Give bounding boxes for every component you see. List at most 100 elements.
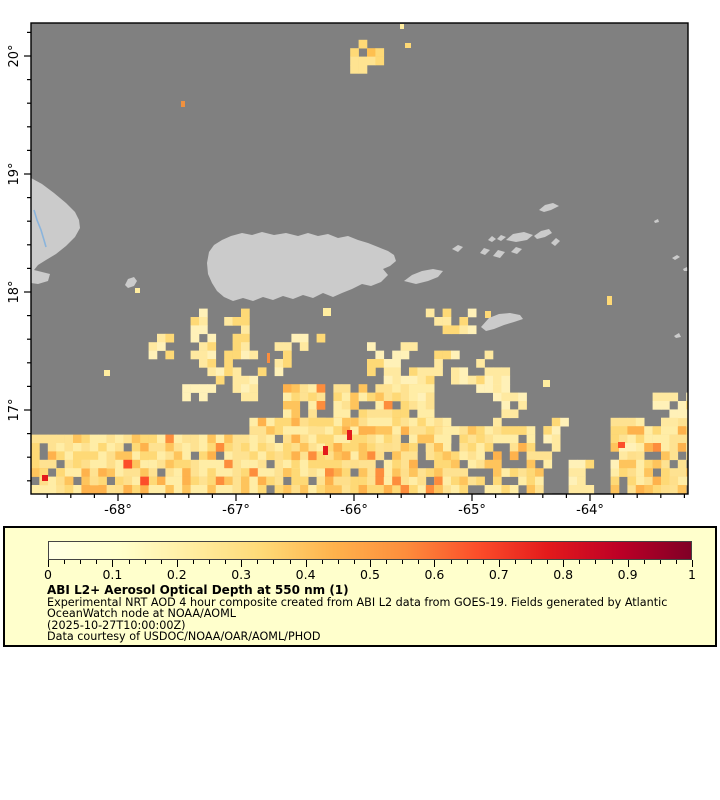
colorbar-minor-tick [402, 560, 404, 564]
colorbar-minor-tick [80, 560, 82, 564]
island-st-barth [674, 333, 681, 338]
island-virgin-gorda [551, 238, 560, 246]
colorbar-minor-tick [643, 560, 645, 564]
colorbar-tick-label: 0.2 [166, 567, 187, 582]
x-tick-label: -67° [222, 503, 250, 518]
colorbar-major-tick [627, 560, 629, 567]
colorbar-minor-tick [547, 560, 549, 564]
legend-line-3: (2025-10-27T10:00:00Z) [47, 618, 186, 632]
colorbar-minor-tick [353, 560, 355, 564]
colorbar-minor-tick [611, 560, 613, 564]
colorbar-major-tick [176, 560, 178, 567]
island-mona [125, 277, 137, 288]
colorbar-minor-tick [482, 560, 484, 564]
colorbar-tick-label: 0 [44, 567, 52, 582]
colorbar-tick-label: 0.7 [488, 567, 509, 582]
x-tick-label: -68° [104, 503, 132, 518]
colorbar-minor-tick [450, 560, 452, 564]
colorbar-tick-label: 0.4 [295, 567, 316, 582]
colorbar [48, 541, 692, 560]
colorbar-minor-tick [337, 560, 339, 564]
colorbar-tick-label: 0.3 [231, 567, 252, 582]
y-tick-label: 17° [7, 398, 22, 421]
colorbar-minor-tick [257, 560, 259, 564]
island-puerto-rico [207, 232, 396, 301]
legend-line-4: Data courtesy of USDOC/NOAA/OAR/AOML/PHO… [47, 630, 321, 644]
map-frame [30, 22, 689, 495]
colorbar-tick-label: 0.6 [424, 567, 445, 582]
y-tick-label: 20° [7, 44, 22, 67]
aerosol-spot [135, 288, 140, 293]
aerosol-spot [267, 353, 270, 363]
island-virgin-islet-1 [488, 236, 496, 242]
aerosol-spot [323, 446, 328, 455]
colorbar-tick-label: 0.8 [553, 567, 574, 582]
colorbar-minor-tick [675, 560, 677, 564]
legend-description: Experimental NRT AOD 4 hour composite cr… [47, 597, 667, 643]
colorbar-minor-tick [466, 560, 468, 564]
island-st-thomas [506, 232, 533, 242]
colorbar-minor-tick [160, 560, 162, 564]
colorbar-minor-tick [579, 560, 581, 564]
colorbar-minor-tick [192, 560, 194, 564]
legend-panel: 0 0.1 0.2 0.3 0.4 0.5 0.6 0.7 0.8 0.9 1 ABI L2+ Ae… [3, 526, 717, 647]
colorbar-minor-tick [64, 560, 66, 564]
aerosol-spot [543, 380, 550, 387]
colorbar-major-tick [370, 560, 371, 567]
island-anegada [539, 203, 559, 212]
y-axis: 20° 19° 18° 17° [7, 31, 31, 482]
island-virgin-islet-4 [493, 250, 505, 258]
aerosol-spot [405, 43, 411, 48]
colorbar-major-tick [692, 560, 693, 567]
aod-map: -68° -67° -66° -65° -64° 20° 19° 18° 17° [7, 22, 689, 518]
aerosol-spot [485, 311, 491, 318]
colorbar-minor-tick [128, 560, 130, 564]
colorbar-minor-tick [595, 560, 597, 564]
island-virgin-islet-5 [511, 247, 522, 254]
y-tick-label: 18° [7, 280, 22, 303]
aerosol-spot [347, 430, 352, 440]
colorbar-minor-tick [289, 560, 291, 564]
colorbar-minor-tick [144, 560, 146, 564]
island-st-croix [481, 313, 523, 331]
y-tick-label: 19° [7, 162, 22, 185]
colorbar-minor-tick [321, 560, 323, 564]
colorbar-minor-tick [386, 560, 388, 564]
colorbar-minor-tick [514, 560, 516, 564]
island-anguilla [672, 255, 680, 260]
colorbar-minor-tick [531, 560, 532, 564]
colorbar-minor-tick [225, 560, 227, 564]
aerosol-spot [400, 24, 404, 29]
aerosol-spot [104, 370, 110, 376]
colorbar-major-tick [563, 560, 565, 567]
colorbar-minor-tick [96, 560, 98, 564]
colorbar-minor-tick [273, 560, 275, 564]
x-tick-label: -64° [576, 503, 604, 518]
x-tick-label: -66° [340, 503, 368, 518]
x-axis: -68° -67° -66° -65° -64° [46, 494, 686, 518]
colorbar-major-tick [48, 560, 49, 567]
colorbar-tick-label: 1 [688, 567, 696, 582]
legend-title: ABI L2+ Aerosol Optical Depth at 550 nm … [47, 583, 349, 597]
colorbar-tick-label: 0.5 [360, 567, 380, 582]
colorbar-minor-tick [418, 560, 420, 564]
aerosol-spot [42, 475, 48, 481]
colorbar-major-tick [305, 560, 307, 567]
colorbar-major-tick [498, 560, 500, 567]
island-vieques [404, 269, 443, 284]
island-virgin-islet-3 [480, 248, 490, 255]
aerosol-spot [323, 308, 331, 316]
colorbar-minor-tick [209, 560, 210, 564]
colorbar-major-tick [112, 560, 114, 567]
island-sombrero [654, 219, 659, 223]
aerosol-spot [181, 101, 185, 107]
island-culebra [452, 245, 463, 252]
aerosol-field [31, 24, 688, 494]
legend-line-2: OceanWatch node at NOAA/AOML [47, 607, 236, 621]
islands [31, 178, 688, 338]
colorbar-major-tick [434, 560, 436, 567]
aerosol-spot [618, 442, 625, 448]
river [33, 209, 47, 248]
colorbar-tick-label: 0.9 [617, 567, 638, 582]
aerosol-spot [607, 296, 612, 305]
